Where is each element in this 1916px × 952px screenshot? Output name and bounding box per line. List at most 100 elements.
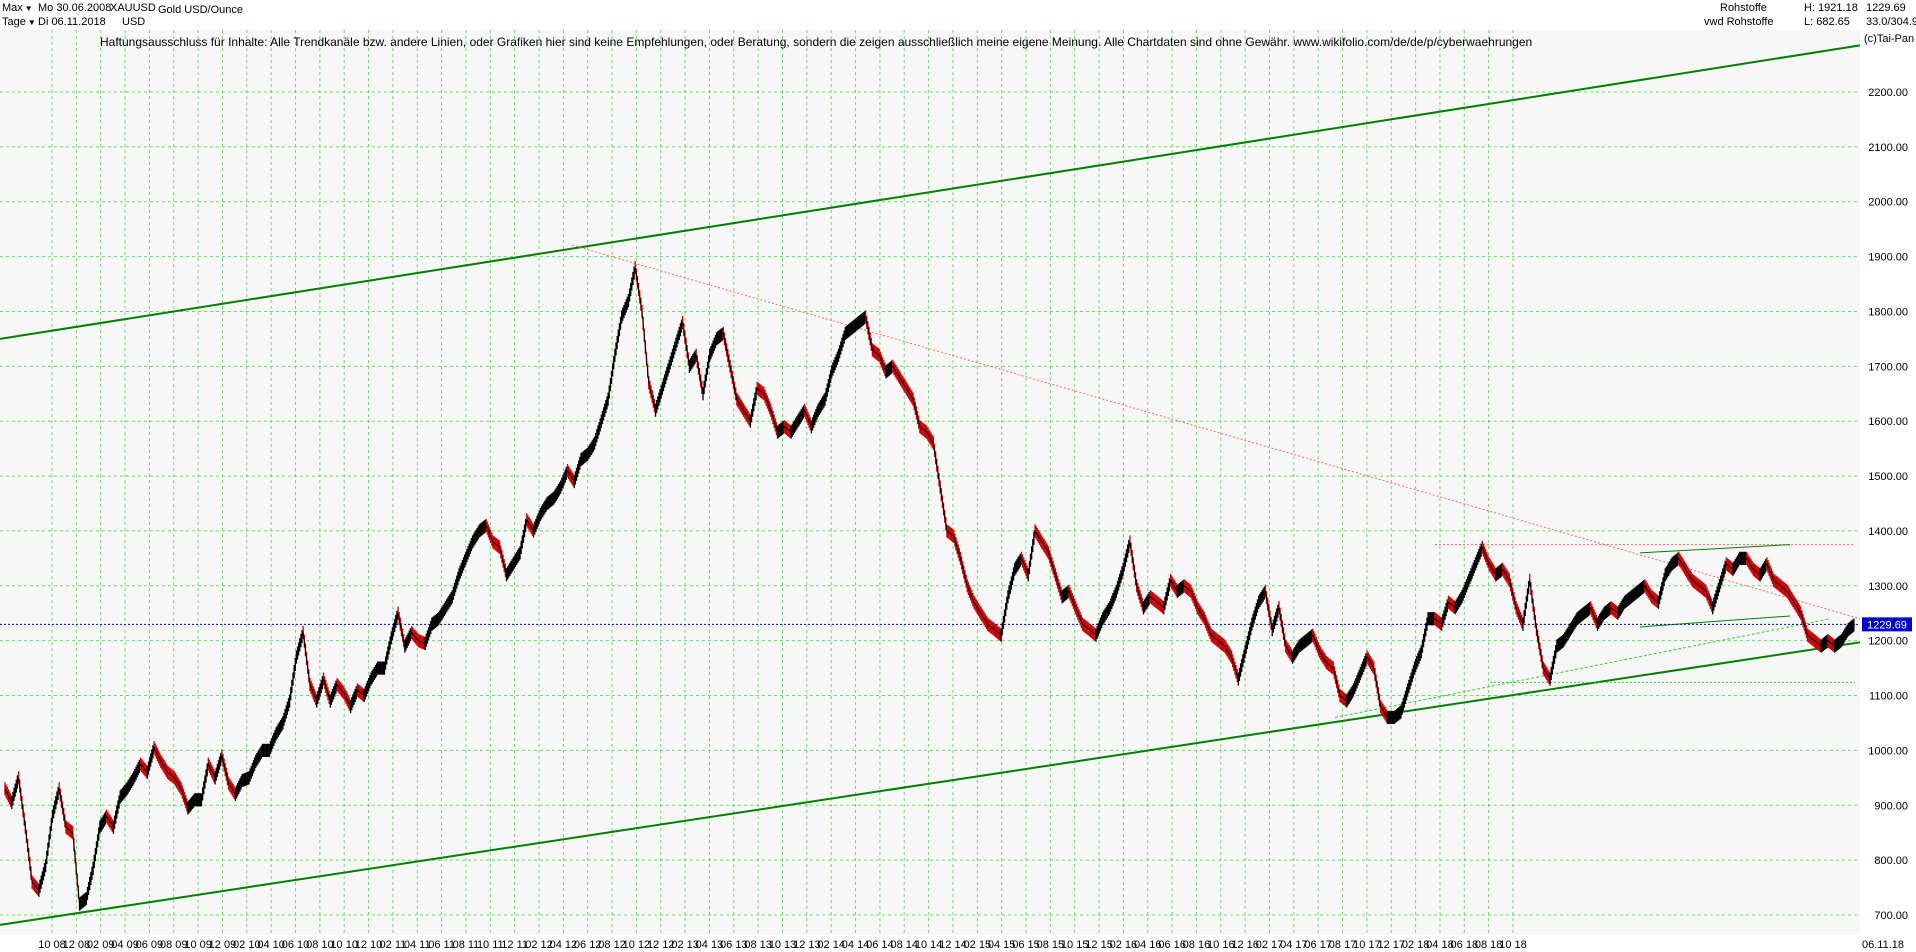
x-tick-label: 10 18 [1499, 939, 1527, 951]
price-line [4, 267, 1856, 906]
x-tick-label: 06 14 [866, 939, 894, 951]
x-tick-label: 02 10 [233, 939, 261, 951]
x-tick-label: 02 14 [817, 939, 845, 951]
last-value-marker: 1229.69 [1862, 617, 1912, 632]
x-tick-label: 04 09 [111, 939, 139, 951]
x-tick-label: 06 15 [1012, 939, 1040, 951]
x-tick-label: 04 15 [988, 939, 1016, 951]
x-tick-label: 08 11 [453, 939, 480, 951]
resistance-trendline [571, 244, 1861, 620]
x-tick-label: 08 18 [1475, 939, 1503, 951]
x-tick-label: 04 11 [404, 939, 431, 951]
x-tick-label: 12 08 [63, 939, 91, 951]
lower-trend-channel [0, 641, 1861, 926]
low-label: L: 682.65 [1804, 16, 1850, 28]
x-tick-label: 10 12 [623, 939, 651, 951]
x-tick-label: 06 13 [720, 939, 748, 951]
x-tick-label: 10 13 [769, 939, 797, 951]
x-tick-label: 08 12 [598, 939, 626, 951]
x-tick-label: 12 09 [209, 939, 237, 951]
y-tick-label: 1800.00 [1868, 306, 1908, 318]
support-trendline [1334, 618, 1831, 718]
y-tick-label: 900.00 [1874, 800, 1908, 812]
y-tick-label: 700.00 [1874, 910, 1908, 922]
y-tick-label: 1000.00 [1868, 745, 1908, 757]
date-from: Mo 30.06.2008 [38, 2, 112, 14]
disclaimer-text: Haftungsausschluss für Inhalte: Alle Tre… [100, 35, 1533, 49]
x-tick-label: 04 13 [696, 939, 724, 951]
x-tick-label: 02 17 [1256, 939, 1284, 951]
y-tick-label: 1900.00 [1868, 252, 1908, 264]
x-tick-label: 12 13 [793, 939, 821, 951]
x-tick-label: 12 12 [647, 939, 675, 951]
y-tick-label: 2000.00 [1868, 197, 1908, 209]
last-value: 1229.69 [1866, 2, 1906, 14]
x-tick-label: 12 16 [1231, 939, 1259, 951]
x-tick-label: 02 09 [87, 939, 115, 951]
x-tick-label: 08 16 [1183, 939, 1211, 951]
chart-toolbar: Max ▼ Tage ▼ Mo 30.06.2008 Di 06.11.2018 X… [0, 0, 1916, 30]
y-tick-label: 1600.00 [1868, 416, 1908, 428]
x-tick-label: 12 10 [355, 939, 383, 951]
grid [0, 30, 1860, 935]
x-tick-label: 10 15 [1061, 939, 1089, 951]
dropdown-arrow-icon: ▼ [24, 4, 33, 13]
x-tick-label: 10 10 [330, 939, 358, 951]
currency: USD [122, 16, 146, 28]
x-tick-label: 12 15 [1085, 939, 1113, 951]
x-tick-label: 08 10 [306, 939, 334, 951]
x-tick-label: 12 17 [1377, 939, 1405, 951]
x-tick-label: 10 14 [915, 939, 943, 951]
y-tick-label: 800.00 [1874, 855, 1908, 867]
high-label: H: 1921.18 [1804, 2, 1858, 14]
x-tick-label: 10 16 [1207, 939, 1235, 951]
y-tick-label: 2100.00 [1868, 142, 1908, 154]
y-tick-label: 1300.00 [1868, 581, 1908, 593]
x-tick-label: 10 17 [1353, 939, 1381, 951]
x-tick-label: 06 09 [136, 939, 164, 951]
copyright: (c)Tai-Pan [1864, 33, 1915, 45]
y-tick-label: 2200.00 [1868, 87, 1908, 99]
x-tick-label: 06 12 [574, 939, 602, 951]
last-value-label: 1229.69 [1867, 619, 1907, 631]
x-tick-label: 02 16 [1110, 939, 1138, 951]
x-tick-label: 04 17 [1280, 939, 1308, 951]
x-tick-label: 08 14 [890, 939, 918, 951]
y-tick-label: 1700.00 [1868, 361, 1908, 373]
symbol: XAUUSD [110, 2, 156, 14]
x-end-label: 06.11.18 [1862, 939, 1904, 951]
x-tick-label: 08 13 [744, 939, 772, 951]
x-tick-label: 02 18 [1402, 939, 1430, 951]
instrument-name: Gold USD/Ounce [158, 4, 243, 16]
interval-select[interactable]: Tage ▼ [2, 16, 36, 28]
x-tick-label: 10 08 [38, 939, 66, 951]
plot-area [0, 30, 1860, 935]
x-tick-label: 04 10 [257, 939, 285, 951]
x-tick-label: 04 18 [1426, 939, 1454, 951]
price-series [4, 260, 1856, 911]
x-tick-label: 10 09 [184, 939, 212, 951]
triangle-upper [1639, 544, 1791, 554]
x-tick-label: 10 11 [477, 939, 504, 951]
dropdown-arrow-icon: ▼ [27, 18, 36, 27]
triangle-lower [1639, 615, 1791, 628]
last-value-box [1862, 617, 1912, 632]
y-tick-label: 1500.00 [1868, 471, 1908, 483]
x-tick-label: 02 11 [380, 939, 407, 951]
y-tick-label: 1400.00 [1868, 526, 1908, 538]
y-axis: 700.00 800.00 900.00 1000.00 1100.00 1200.00 1… [1868, 87, 1908, 922]
x-tick-label: 08 17 [1329, 939, 1357, 951]
source: vwd Rohstoffe [1704, 16, 1774, 28]
change-value: 33.0/304.9 [1866, 16, 1916, 28]
x-tick-label: 06 17 [1304, 939, 1332, 951]
x-tick-label: 06 11 [428, 939, 455, 951]
x-tick-label: 02 15 [964, 939, 992, 951]
upper-trend-channel [0, 44, 1861, 340]
x-tick-label: 06 16 [1158, 939, 1186, 951]
range-select[interactable]: Max ▼ [2, 2, 33, 14]
x-tick-label: 04 14 [842, 939, 870, 951]
x-tick-label: 04 12 [550, 939, 578, 951]
x-tick-label: 12 14 [939, 939, 967, 951]
